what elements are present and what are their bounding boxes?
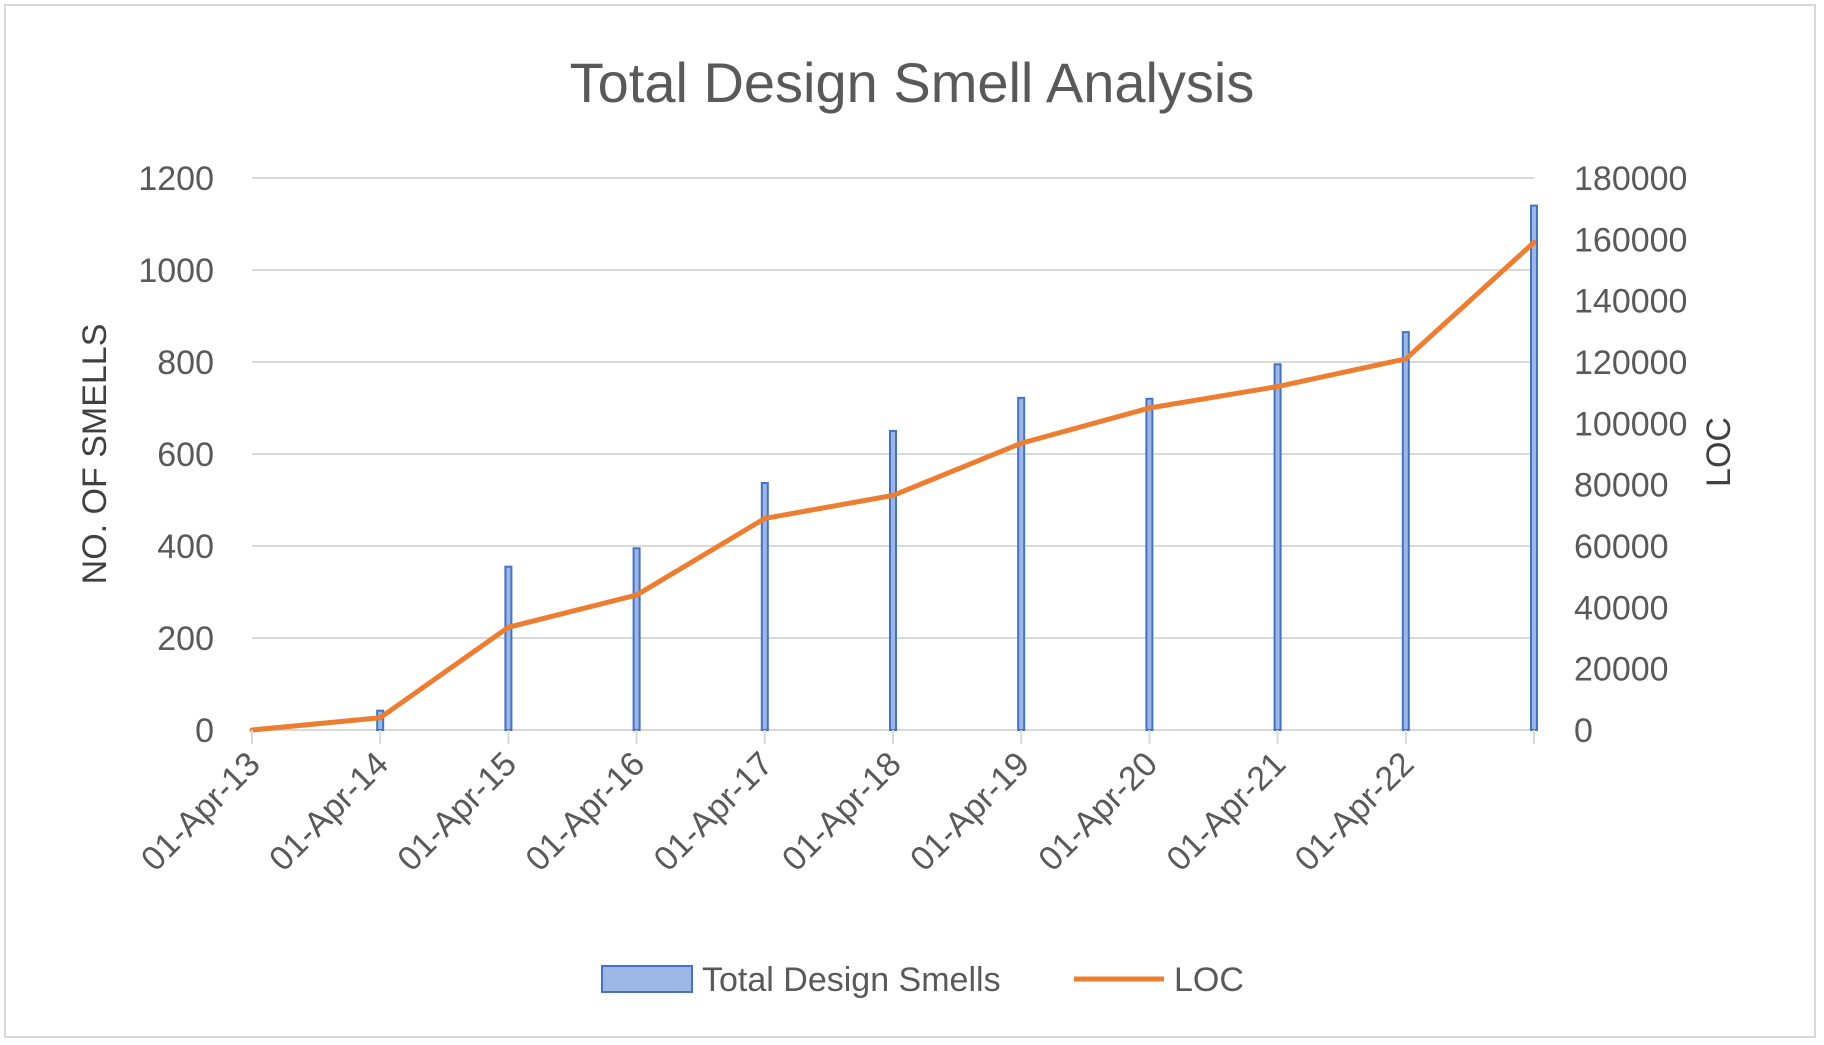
loc-line bbox=[249, 239, 1537, 733]
legend: Total Design Smells LOC bbox=[601, 961, 1244, 999]
chart-svg: Total Design Smell Analysis 0 200 400 600 80… bbox=[76, 51, 1738, 999]
x-tick-label: 01-Apr-20 bbox=[1031, 745, 1165, 879]
chart-frame: Total Design Smell Analysis 0 200 400 600 80… bbox=[4, 4, 1816, 1038]
x-tick-label: 01-Apr-15 bbox=[390, 745, 524, 879]
legend-swatch-bars bbox=[601, 965, 693, 993]
x-axis-ticks: 01-Apr-1301-Apr-1401-Apr-1501-Apr-1601-A… bbox=[134, 730, 1535, 879]
x-tick-label: 01-Apr-19 bbox=[903, 745, 1037, 879]
x-tick-label: 01-Apr-14 bbox=[262, 745, 396, 879]
x-tick-label: 01-Apr-16 bbox=[518, 745, 652, 879]
y2-tick-label: 20000 bbox=[1574, 651, 1669, 689]
y-tick-label: 800 bbox=[157, 344, 214, 382]
y2-tick-label: 80000 bbox=[1574, 467, 1669, 505]
x-tick-label: 01-Apr-22 bbox=[1288, 745, 1422, 879]
legend-label-bars: Total Design Smells bbox=[702, 961, 1001, 999]
legend-label-line: LOC bbox=[1174, 961, 1244, 999]
y2-axis-ticks: 0 20000 40000 60000 80000 100000 120000 140000 1… bbox=[1574, 160, 1687, 750]
y-tick-label: 400 bbox=[157, 528, 214, 566]
bar bbox=[632, 547, 641, 731]
y-tick-label: 0 bbox=[195, 712, 214, 750]
x-tick-label: 01-Apr-13 bbox=[134, 745, 268, 879]
y-tick-label: 1000 bbox=[138, 252, 214, 290]
x-tick-label: 01-Apr-17 bbox=[647, 745, 781, 879]
y-tick-label: 1200 bbox=[138, 160, 214, 198]
y2-tick-label: 100000 bbox=[1574, 405, 1687, 443]
y2-tick-label: 0 bbox=[1574, 712, 1593, 750]
bar bbox=[1017, 396, 1026, 731]
y-axis-ticks: 0 200 400 600 800 1000 1200 bbox=[138, 160, 214, 750]
bar bbox=[1401, 331, 1410, 731]
bar bbox=[1145, 397, 1154, 731]
y2-axis-title: LOC bbox=[1700, 417, 1738, 487]
line-series bbox=[249, 239, 1537, 733]
bar bbox=[1273, 363, 1282, 731]
y-tick-label: 600 bbox=[157, 436, 214, 474]
y2-tick-label: 40000 bbox=[1574, 589, 1669, 627]
bar bbox=[889, 430, 897, 731]
y-tick-label: 200 bbox=[157, 620, 214, 658]
y-axis-title: NO. OF SMELLS bbox=[76, 324, 114, 585]
x-tick-label: 01-Apr-18 bbox=[775, 745, 909, 879]
y2-tick-label: 120000 bbox=[1574, 344, 1687, 382]
bar bbox=[1530, 204, 1538, 732]
y2-tick-label: 180000 bbox=[1574, 160, 1687, 198]
bar bbox=[504, 565, 513, 732]
y2-tick-label: 160000 bbox=[1574, 221, 1687, 259]
x-tick-label: 01-Apr-21 bbox=[1159, 745, 1293, 879]
y2-tick-label: 60000 bbox=[1574, 528, 1669, 566]
y2-tick-label: 140000 bbox=[1574, 283, 1687, 321]
chart-title: Total Design Smell Analysis bbox=[570, 51, 1255, 114]
